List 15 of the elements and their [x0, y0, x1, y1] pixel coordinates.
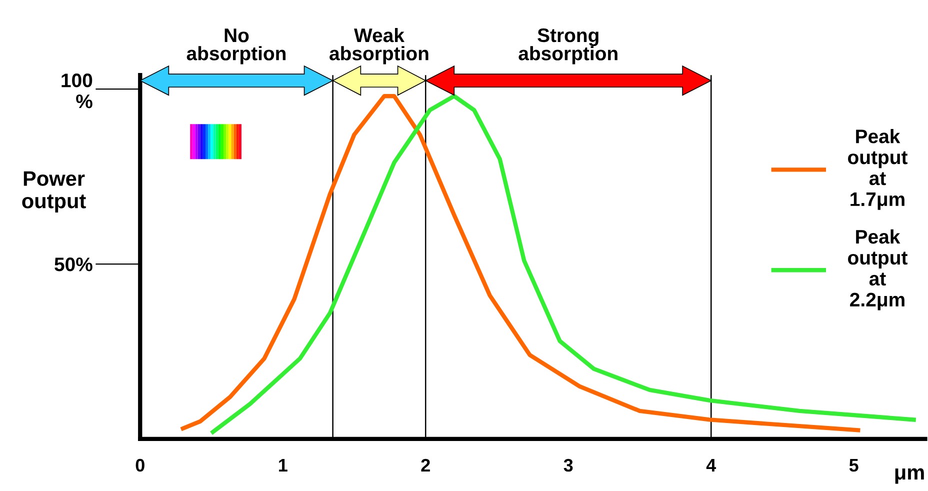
x-tick-label: 4	[706, 459, 716, 472]
text: Weak absorption	[330, 28, 428, 64]
legend-label: Peak output at 2.2μm	[848, 229, 908, 310]
x-tick-label: 1	[278, 459, 288, 472]
y-tick-label: 100 %	[62, 74, 92, 108]
x-tick-label: 0	[136, 458, 144, 472]
text: No absorption	[186, 28, 286, 64]
legend-label: Peak output at 1.7μm	[848, 129, 908, 210]
x-axis-title: μm	[895, 468, 924, 484]
x-tick-label: 3	[564, 458, 573, 472]
y-axis-title: Power output	[22, 171, 86, 212]
text: Strong absorption	[518, 28, 618, 64]
x-tick-label: 2	[421, 458, 430, 472]
x-tick-label: 5	[849, 459, 858, 472]
y-tick-label: 50%	[54, 258, 92, 272]
